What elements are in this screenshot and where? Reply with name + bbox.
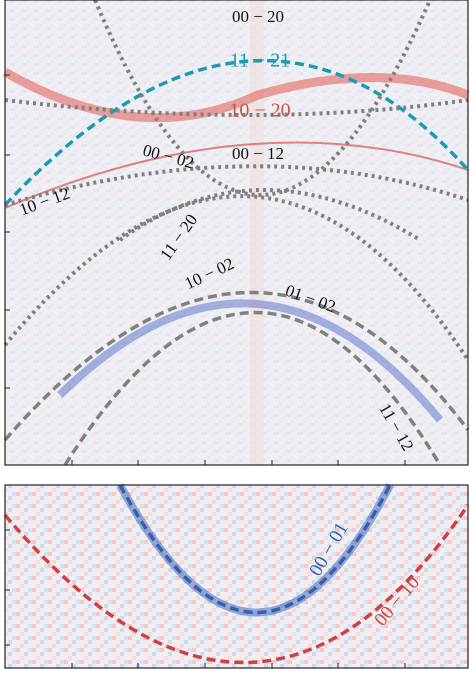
label: 00 − 12	[232, 144, 284, 163]
frame	[4, 484, 469, 669]
dotted-curve	[93, 0, 432, 197]
red-curve	[3, 504, 470, 665]
blue-curve	[118, 484, 392, 615]
stripe	[250, 0, 264, 465]
label: 11 − 21	[230, 50, 291, 72]
label: 10 − 20	[229, 100, 290, 122]
dotted-curve	[3, 194, 470, 362]
dotted-curve	[4, 164, 469, 207]
bottom-panel: 00 − 01 00 − 10	[3, 483, 470, 669]
teal-curve	[3, 59, 470, 207]
top-panel: 00 − 20 11 − 21 10 − 20 00 − 02 00 − 12 …	[2, 0, 470, 466]
heatmap	[5, 485, 468, 668]
gray-curve	[3, 290, 470, 442]
dotted-curve	[118, 188, 422, 242]
gray-curve	[63, 310, 442, 466]
blue-band	[57, 299, 444, 423]
red-line	[4, 141, 469, 209]
label: 00 − 20	[232, 7, 284, 26]
